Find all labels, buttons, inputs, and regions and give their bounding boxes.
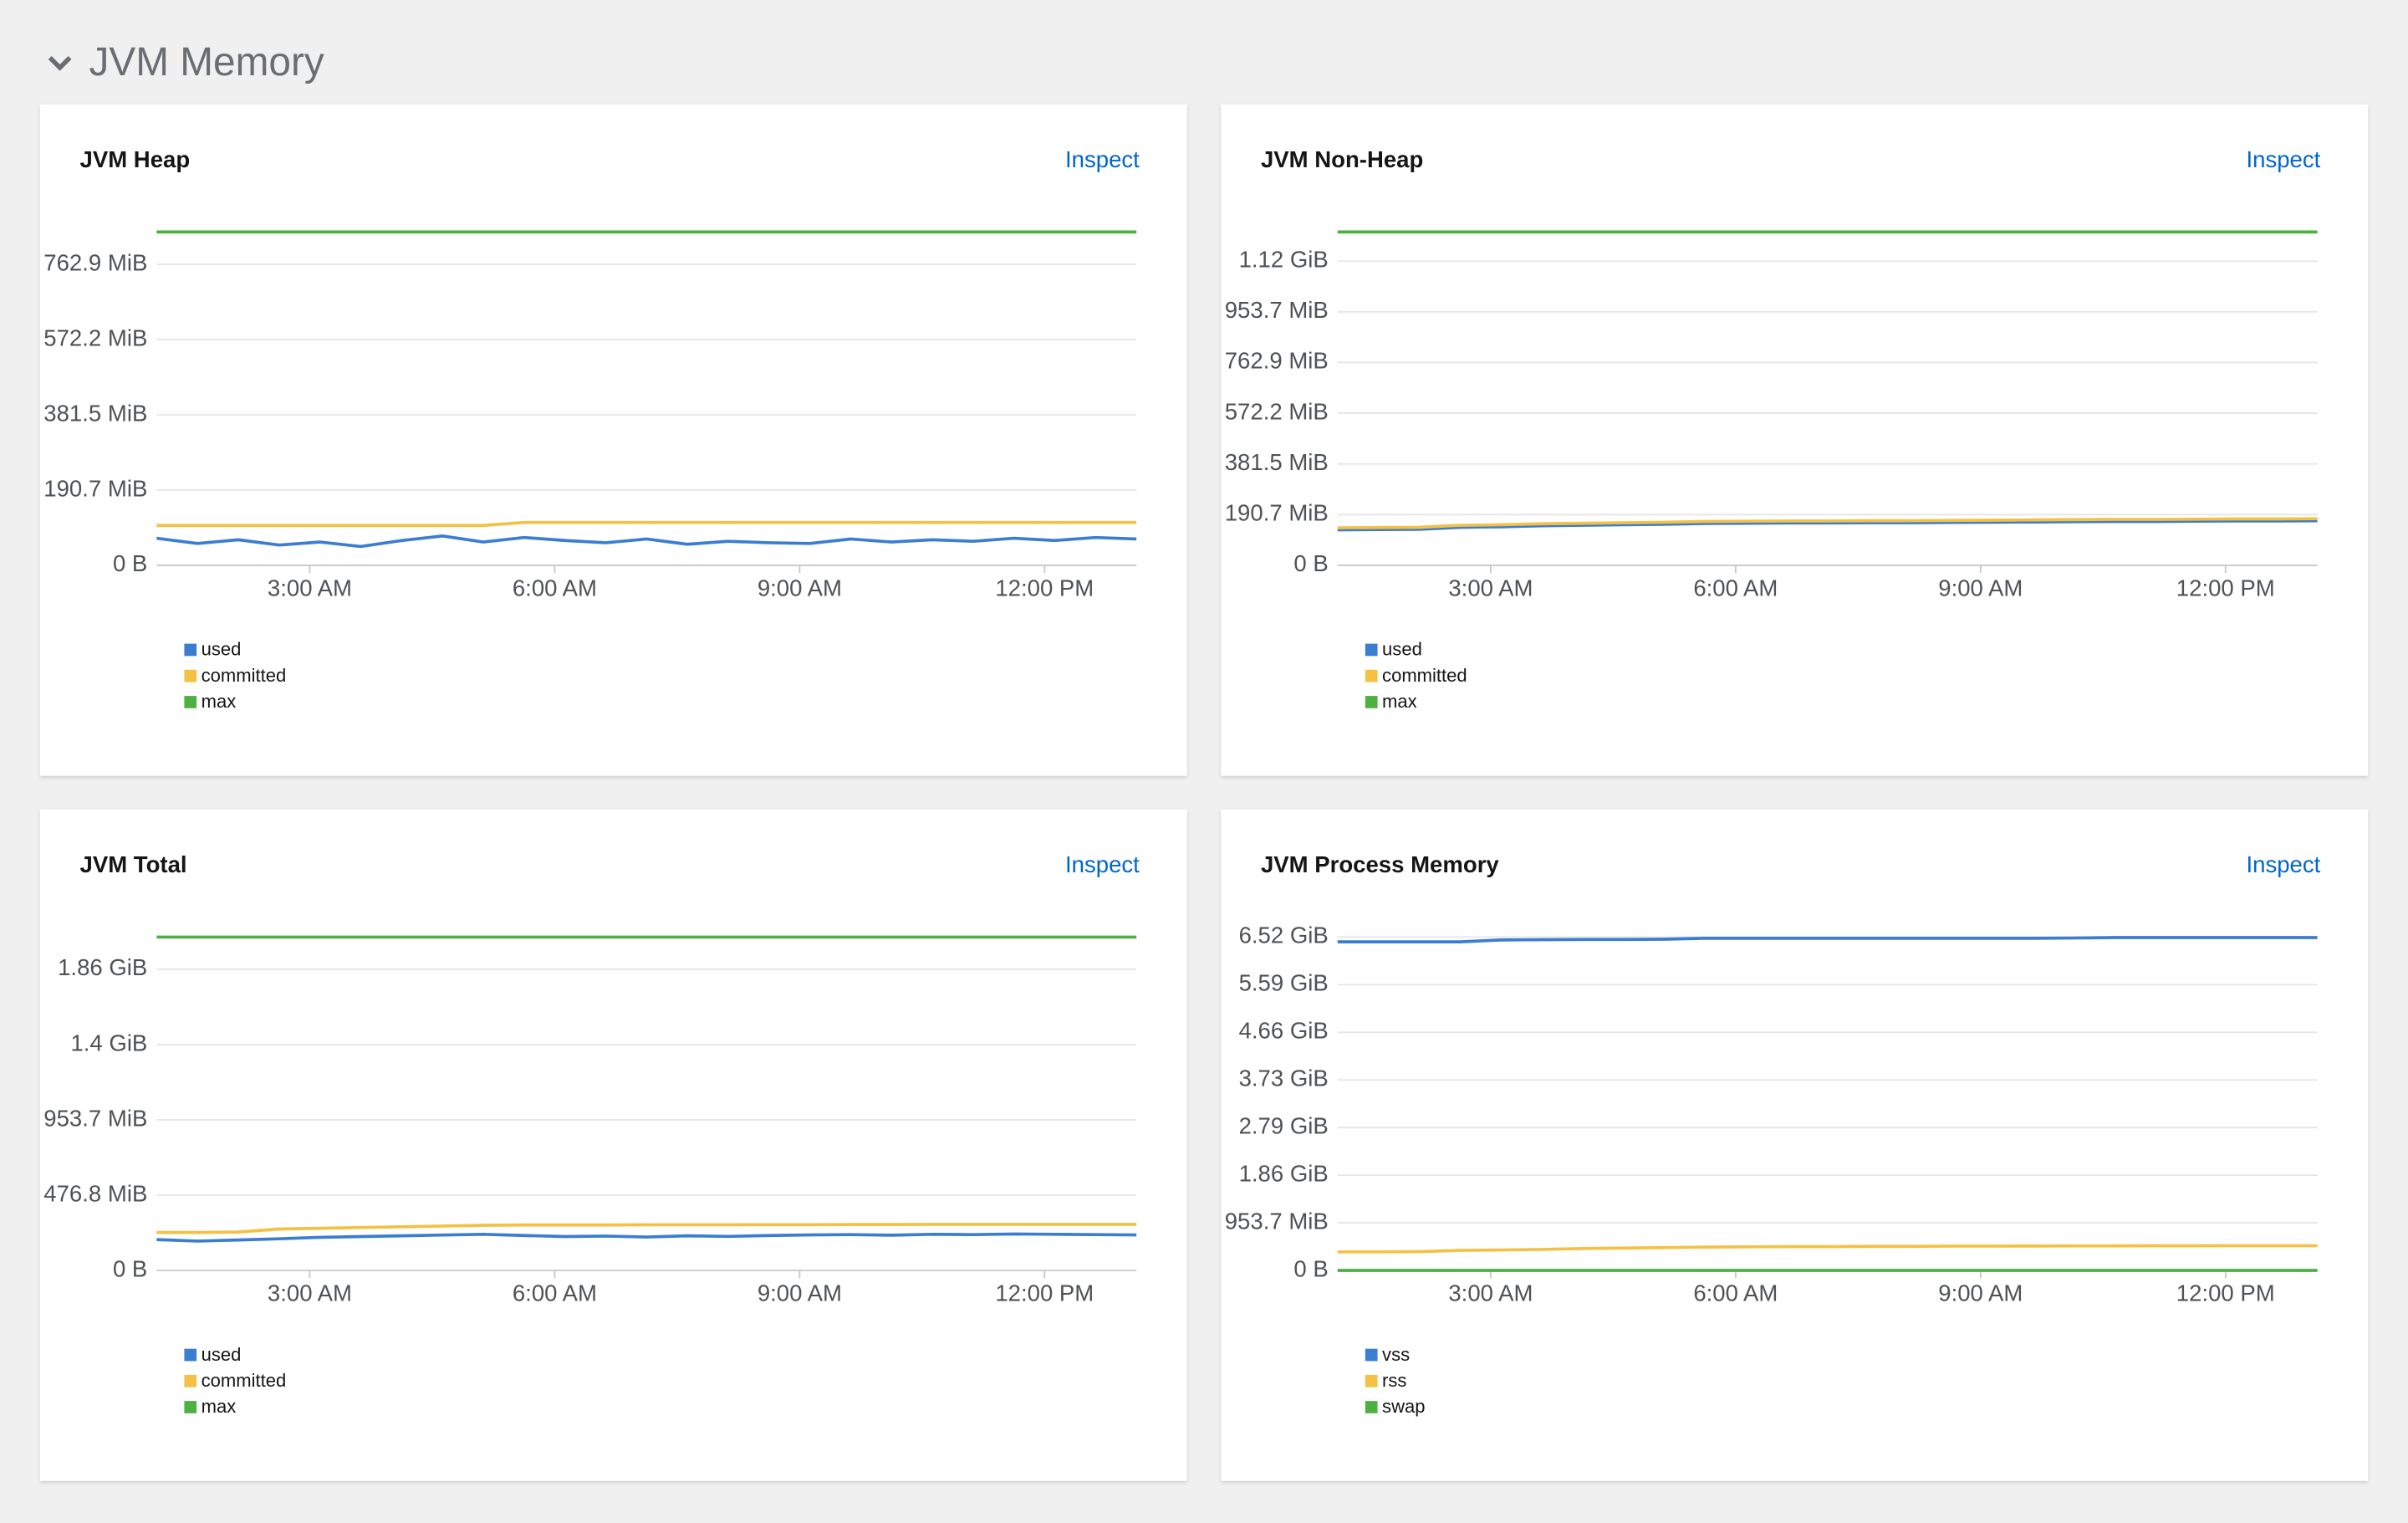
x-tick-label: 12:00 PM <box>995 575 1094 601</box>
card-title: JVM Non-Heap <box>1261 146 1423 172</box>
series-line <box>156 1223 1137 1234</box>
series-line <box>1337 1244 2318 1254</box>
x-tick-label: 6:00 AM <box>513 1280 597 1306</box>
legend-swatch <box>1365 1401 1378 1413</box>
y-tick-label: 953.7 MiB <box>1225 297 1329 323</box>
y-tick-label: 5.59 GiB <box>1239 970 1329 996</box>
y-tick-label: 1.86 GiB <box>1239 1160 1329 1186</box>
series-line <box>1337 519 2318 532</box>
legend-label: max <box>202 691 237 712</box>
y-tick-label: 0 B <box>113 1255 147 1281</box>
legend-swatch <box>1365 1374 1378 1388</box>
legend-label: max <box>202 1396 237 1417</box>
series-line <box>1337 936 2318 943</box>
legend-swatch <box>184 669 197 682</box>
x-tick-label: 6:00 AM <box>1693 575 1778 601</box>
x-tick-label: 9:00 AM <box>758 1280 842 1306</box>
legend-swatch <box>1365 696 1378 708</box>
legend-label: used <box>202 639 242 660</box>
y-tick-label: 0 B <box>1293 550 1328 576</box>
legend-swatch <box>184 1374 197 1388</box>
y-tick-label: 3.73 GiB <box>1239 1066 1329 1091</box>
legend-label: used <box>202 1344 242 1365</box>
series-line <box>1337 517 2318 529</box>
y-tick-label: 476.8 MiB <box>43 1180 147 1206</box>
x-tick-label: 3:00 AM <box>1448 1280 1533 1306</box>
legend-swatch <box>184 1348 197 1362</box>
x-tick-label: 3:00 AM <box>268 575 352 601</box>
y-tick-label: 6.52 GiB <box>1239 922 1329 948</box>
legend-label: used <box>1382 639 1422 660</box>
y-tick-label: 762.9 MiB <box>43 249 147 275</box>
y-tick-label: 0 B <box>113 550 147 576</box>
y-tick-label: 190.7 MiB <box>43 475 147 501</box>
legend-swatch <box>184 1401 197 1413</box>
card-background <box>39 809 1187 1481</box>
series-line <box>156 534 1137 549</box>
inspect-link[interactable]: Inspect <box>1065 146 1140 172</box>
y-tick-label: 572.2 MiB <box>43 325 147 350</box>
x-tick-label: 12:00 PM <box>2176 1280 2275 1306</box>
legend-label: swap <box>1382 1396 1425 1417</box>
y-tick-label: 381.5 MiB <box>1225 449 1329 475</box>
y-tick-label: 381.5 MiB <box>43 400 147 426</box>
series-line <box>156 1232 1137 1243</box>
x-tick-label: 12:00 PM <box>2176 575 2275 601</box>
card-title: JVM Total <box>80 851 187 877</box>
card-background <box>1221 104 2369 776</box>
legend-swatch <box>1365 1348 1378 1362</box>
legend-swatch <box>1365 669 1378 682</box>
x-tick-label: 12:00 PM <box>995 1280 1094 1306</box>
y-tick-label: 762.9 MiB <box>1225 348 1329 374</box>
legend-swatch <box>1365 643 1378 657</box>
y-tick-label: 1.4 GiB <box>70 1030 147 1055</box>
card-background <box>39 104 1187 776</box>
collapse-toggle[interactable] <box>48 55 72 71</box>
y-tick-label: 572.2 MiB <box>1225 398 1329 424</box>
card-title: JVM Heap <box>80 146 191 172</box>
card-background <box>1221 809 2369 1481</box>
chart-card: JVM Heap Inspect 0 B 190.7 MiB 381.5 MiB 572.… <box>39 104 1187 776</box>
chart-card: JVM Non-Heap Inspect 0 B 190.7 MiB 381.5 MiB… <box>1221 104 2369 776</box>
legend-label: committed <box>202 665 287 686</box>
card-title: JVM Process Memory <box>1261 851 1499 877</box>
section-title: JVM Memory <box>89 40 324 84</box>
y-tick-label: 1.12 GiB <box>1239 247 1329 273</box>
y-tick-label: 953.7 MiB <box>1225 1208 1329 1234</box>
x-tick-label: 9:00 AM <box>758 575 842 601</box>
y-tick-label: 953.7 MiB <box>43 1105 147 1131</box>
legend-label: committed <box>1382 665 1467 686</box>
legend-label: max <box>1382 691 1417 712</box>
inspect-link[interactable]: Inspect <box>2246 851 2320 877</box>
legend-label: committed <box>202 1370 287 1391</box>
x-tick-label: 9:00 AM <box>1938 1280 2023 1306</box>
y-tick-label: 190.7 MiB <box>1225 500 1329 526</box>
chart-card: JVM Process Memory Inspect 0 B 953.7 MiB 1.8… <box>1221 809 2369 1481</box>
legend-swatch <box>184 643 197 657</box>
y-tick-label: 4.66 GiB <box>1239 1018 1329 1044</box>
chart-card: JVM Total Inspect 0 B 476.8 MiB 953.7 MiB 1.4… <box>39 809 1187 1481</box>
y-tick-label: 0 B <box>1293 1255 1328 1281</box>
x-tick-label: 3:00 AM <box>268 1280 352 1306</box>
inspect-link[interactable]: Inspect <box>2246 146 2320 172</box>
y-tick-label: 2.79 GiB <box>1239 1112 1329 1138</box>
y-tick-label: 1.86 GiB <box>58 954 147 980</box>
x-tick-label: 6:00 AM <box>1693 1280 1778 1306</box>
legend-label: rss <box>1382 1370 1406 1391</box>
legend-swatch <box>184 696 197 708</box>
legend-label: vss <box>1382 1344 1410 1365</box>
x-tick-label: 9:00 AM <box>1938 575 2023 601</box>
x-tick-label: 3:00 AM <box>1448 575 1533 601</box>
x-tick-label: 6:00 AM <box>513 575 597 601</box>
inspect-link[interactable]: Inspect <box>1065 851 1140 877</box>
series-line <box>156 520 1137 528</box>
